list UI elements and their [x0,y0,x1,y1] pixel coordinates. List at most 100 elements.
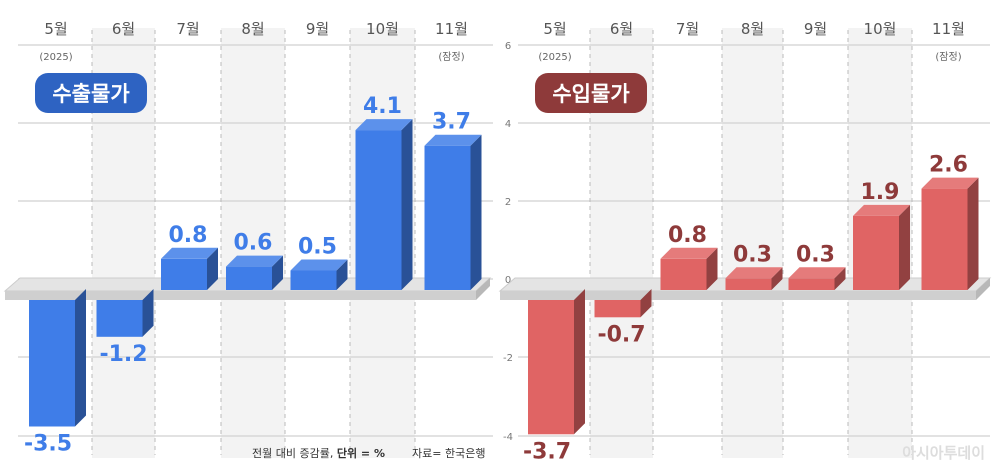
y-tick-label: -2 [503,353,513,364]
bar: -3.7 [523,289,585,464]
month-label: 11월 [435,20,468,38]
bar: 0.6 [226,231,283,290]
bar-front [161,258,207,290]
bar: 0.3 [725,242,783,290]
month-label: 9월 [306,20,329,38]
data-label: -1.2 [99,342,147,367]
bar-front [290,270,337,290]
bar-side [470,134,482,290]
month-note: (2025) [39,52,72,63]
bar-side [207,247,218,290]
data-label: 0.3 [733,242,772,267]
month-label: 8월 [241,20,264,38]
bar-top [226,255,283,267]
bar-front [921,188,968,290]
bar-side [75,289,86,427]
month-note: (잠정) [438,51,464,63]
bar-top [424,134,482,146]
bar-front [594,300,641,318]
bar-front [226,266,272,290]
data-label: 0.8 [169,223,208,248]
bar-top [290,259,348,271]
data-label: 2.6 [929,153,968,178]
title-badge [35,73,147,113]
bar-top [355,119,413,131]
bar: -0.7 [594,289,652,347]
bar-front [788,278,835,290]
y-tick-label: 0 [505,275,511,286]
data-label: 4.1 [363,94,402,119]
column-shade [722,28,783,458]
data-label: -0.7 [597,322,645,347]
y-tick-label: 2 [505,197,511,208]
title-badge [535,73,647,113]
bar-side [640,289,652,318]
month-label: 5월 [44,20,67,38]
bar-side [574,289,585,435]
bar-front [96,300,143,337]
y-tick-label: 4 [505,119,511,130]
bar-top [725,267,783,279]
bar-side [967,177,979,290]
bar-top [660,247,718,259]
month-label: 7월 [176,20,199,38]
zero-plane-front [5,291,476,300]
data-label: 3.7 [432,110,471,135]
bar-front [660,258,707,290]
export-price-chart: 5월 (2025) 6월 7월 8월 9월 10월 11월 (잠정) 수출물가 -3.5 -1.2 0.… [3,20,493,458]
y-tick-label: 6 [505,41,511,52]
bar-side [272,255,283,290]
bar: -1.2 [96,289,154,367]
bar-side [401,119,413,290]
watermark-logo: 아시아투데이 [902,444,985,462]
bar: 4.1 [355,94,413,290]
data-label: -3.5 [24,432,72,457]
data-label: 1.9 [861,180,900,205]
month-label: 10월 [366,20,399,38]
month-label: 9월 [804,20,827,38]
data-label: 0.6 [234,231,273,256]
month-note: (잠정) [935,51,961,63]
bar-front [29,300,75,427]
bar: 1.9 [853,180,910,290]
month-label: 5월 [543,20,566,38]
source-label: 자료= 한국은행 [412,447,485,460]
data-label: 0.8 [668,223,707,248]
footer-note: 전월 대비 증감률, 단위 = % [252,446,385,460]
y-tick-label: -4 [503,432,513,443]
month-label: 10월 [864,20,897,38]
chart-title: 수입물가 [552,82,630,106]
month-label: 7월 [676,20,699,38]
data-label: 0.5 [298,235,337,260]
month-label: 8월 [741,20,764,38]
bar-front [853,215,899,290]
bar-side [834,267,846,290]
bar-side [899,204,910,290]
data-label: 0.3 [796,242,835,267]
bar: 0.3 [788,242,846,290]
bar-top [788,267,846,279]
month-note: (2025) [538,52,571,63]
zero-plane-front [500,291,976,300]
month-label: 11월 [932,20,965,38]
data-label: -3.7 [523,439,571,464]
bar-front [528,300,574,435]
import-price-chart: 6 4 2 0 -2 -4 5월 (2025) 6월 7월 8월 9월 10월 11월 (잠정) 수입물가 -3… [498,20,992,464]
zero-plane-side [976,278,990,300]
bar: 0.8 [161,223,218,290]
month-label: 6월 [610,20,633,38]
bar: 0.8 [660,223,718,290]
chart-title: 수출물가 [52,82,130,106]
bar-side [706,247,718,290]
bar-front [725,278,772,290]
bar-front [355,130,402,290]
bar: -3.5 [24,289,86,457]
bar-side [142,289,154,337]
month-label: 6월 [112,20,135,38]
bar-top [921,177,979,189]
bar-top [161,247,218,259]
bar-side [336,259,348,290]
bar: 0.5 [290,235,348,290]
